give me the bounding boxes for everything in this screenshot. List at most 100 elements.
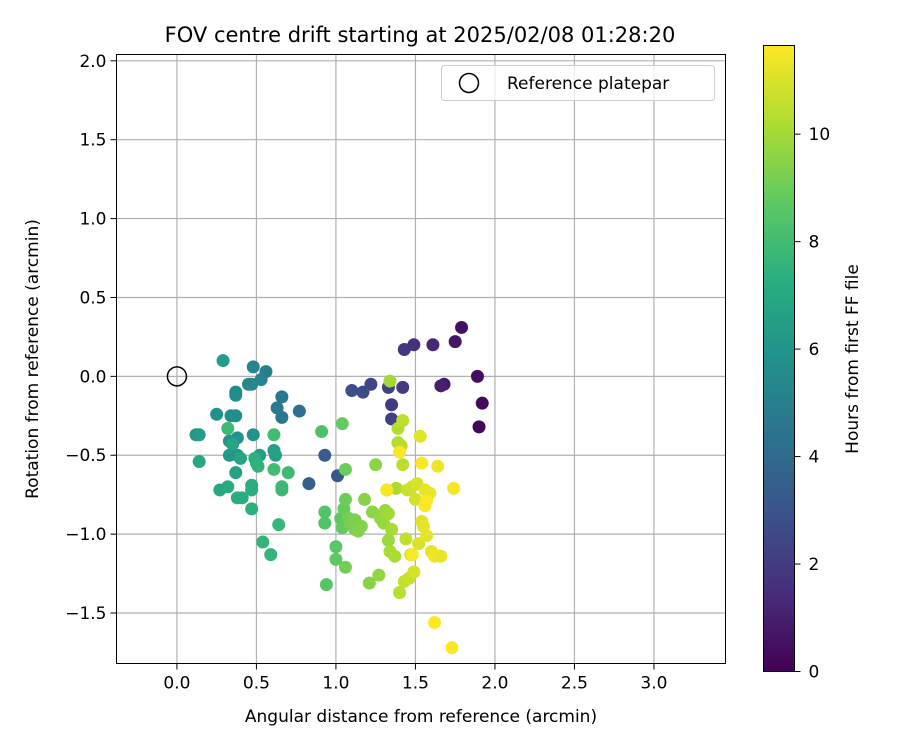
y-axis-label: Rotation from reference (arcmin) bbox=[23, 219, 43, 499]
data-point bbox=[399, 532, 413, 546]
data-point bbox=[338, 462, 352, 476]
data-point bbox=[221, 480, 235, 494]
x-axis-label: Angular distance from reference (arcmin) bbox=[245, 707, 597, 727]
y-tick-label: 1.5 bbox=[79, 131, 106, 151]
data-point bbox=[393, 586, 407, 600]
data-point bbox=[475, 396, 489, 410]
data-point bbox=[381, 507, 395, 521]
y-tick-label: 2.0 bbox=[79, 52, 106, 72]
data-point bbox=[302, 477, 316, 491]
data-point bbox=[338, 492, 352, 506]
data-point bbox=[275, 483, 289, 497]
data-point bbox=[447, 481, 461, 495]
x-tick-label: 3.0 bbox=[640, 674, 667, 694]
data-point bbox=[318, 505, 332, 519]
data-point bbox=[380, 483, 394, 497]
data-point bbox=[315, 425, 329, 439]
data-point bbox=[381, 533, 395, 547]
data-point bbox=[396, 414, 410, 428]
data-point bbox=[216, 354, 230, 368]
data-point bbox=[338, 560, 352, 574]
data-point bbox=[389, 481, 403, 495]
data-point bbox=[329, 540, 343, 554]
data-point bbox=[269, 448, 283, 462]
data-point bbox=[272, 518, 286, 532]
colorbar-ticks: 0 2 4 6 8 10 bbox=[794, 125, 831, 683]
y-tick-label: 0.5 bbox=[79, 288, 106, 308]
plot-frame bbox=[116, 54, 726, 664]
data-point bbox=[413, 429, 427, 443]
data-point bbox=[408, 492, 422, 506]
data-point bbox=[420, 529, 434, 543]
data-point bbox=[354, 519, 368, 533]
data-point bbox=[292, 404, 306, 418]
data-point bbox=[369, 458, 383, 472]
x-tick-label: 2.5 bbox=[561, 674, 588, 694]
data-point bbox=[229, 388, 243, 402]
data-point bbox=[335, 417, 349, 431]
colorbar-tick-label: 6 bbox=[809, 340, 820, 360]
data-point bbox=[396, 380, 410, 394]
legend-box bbox=[441, 65, 715, 101]
colorbar-tick-label: 10 bbox=[809, 125, 831, 145]
data-point bbox=[358, 492, 372, 506]
data-point bbox=[246, 360, 260, 374]
data-point bbox=[362, 576, 376, 590]
data-point bbox=[267, 428, 281, 442]
data-point bbox=[434, 379, 448, 393]
colorbar-tick-label: 8 bbox=[809, 233, 820, 253]
y-tick-label: −1.5 bbox=[65, 604, 106, 624]
x-tick-label: 1.5 bbox=[402, 674, 429, 694]
y-tick-label: 1.0 bbox=[79, 210, 106, 230]
legend-label: Reference platepar bbox=[507, 74, 669, 94]
data-point bbox=[445, 641, 459, 655]
legend: Reference platepar bbox=[441, 65, 715, 101]
data-point bbox=[431, 459, 445, 473]
data-point bbox=[256, 535, 270, 549]
data-point bbox=[267, 462, 281, 476]
chart-title: FOV centre drift starting at 2025/02/08 … bbox=[165, 23, 676, 47]
data-point bbox=[434, 549, 448, 563]
data-point bbox=[405, 548, 419, 562]
data-point bbox=[229, 466, 243, 480]
data-point bbox=[407, 565, 421, 579]
data-point bbox=[318, 516, 332, 530]
data-point bbox=[192, 428, 206, 442]
colorbar-label: Hours from first FF file bbox=[843, 264, 863, 454]
data-point bbox=[275, 390, 289, 404]
data-point bbox=[270, 401, 284, 415]
data-point bbox=[264, 548, 278, 562]
data-point bbox=[372, 568, 386, 582]
data-point bbox=[385, 412, 399, 426]
data-point bbox=[448, 335, 462, 349]
data-point bbox=[345, 384, 359, 398]
reference-point bbox=[166, 366, 188, 387]
data-point bbox=[226, 437, 240, 451]
y-tick-label: 0.0 bbox=[79, 367, 106, 387]
y-tick-label: −1.0 bbox=[65, 525, 106, 545]
data-point bbox=[210, 407, 224, 421]
y-tick-label: −0.5 bbox=[65, 446, 106, 466]
data-point bbox=[319, 578, 333, 592]
data-point bbox=[329, 552, 343, 566]
data-point bbox=[221, 421, 235, 435]
colorbar-tick-label: 0 bbox=[809, 663, 820, 683]
data-point bbox=[246, 428, 260, 442]
data-point bbox=[241, 377, 255, 391]
data-point bbox=[397, 343, 411, 357]
x-axis-ticks: 0.0 0.5 1.0 1.5 2.0 2.5 3.0 bbox=[163, 663, 667, 694]
data-point bbox=[318, 448, 332, 462]
colorbar-tick-label: 2 bbox=[809, 555, 820, 575]
data-point bbox=[472, 420, 486, 434]
data-point bbox=[385, 398, 399, 412]
colorbar bbox=[763, 45, 795, 672]
x-tick-label: 2.0 bbox=[481, 674, 508, 694]
data-point bbox=[415, 456, 429, 470]
data-point bbox=[364, 377, 378, 391]
data-point bbox=[245, 483, 259, 497]
x-tick-label: 0.0 bbox=[163, 674, 190, 694]
data-point bbox=[426, 338, 440, 352]
plot-area bbox=[116, 54, 726, 664]
data-point bbox=[393, 445, 407, 459]
data-point bbox=[224, 409, 238, 423]
